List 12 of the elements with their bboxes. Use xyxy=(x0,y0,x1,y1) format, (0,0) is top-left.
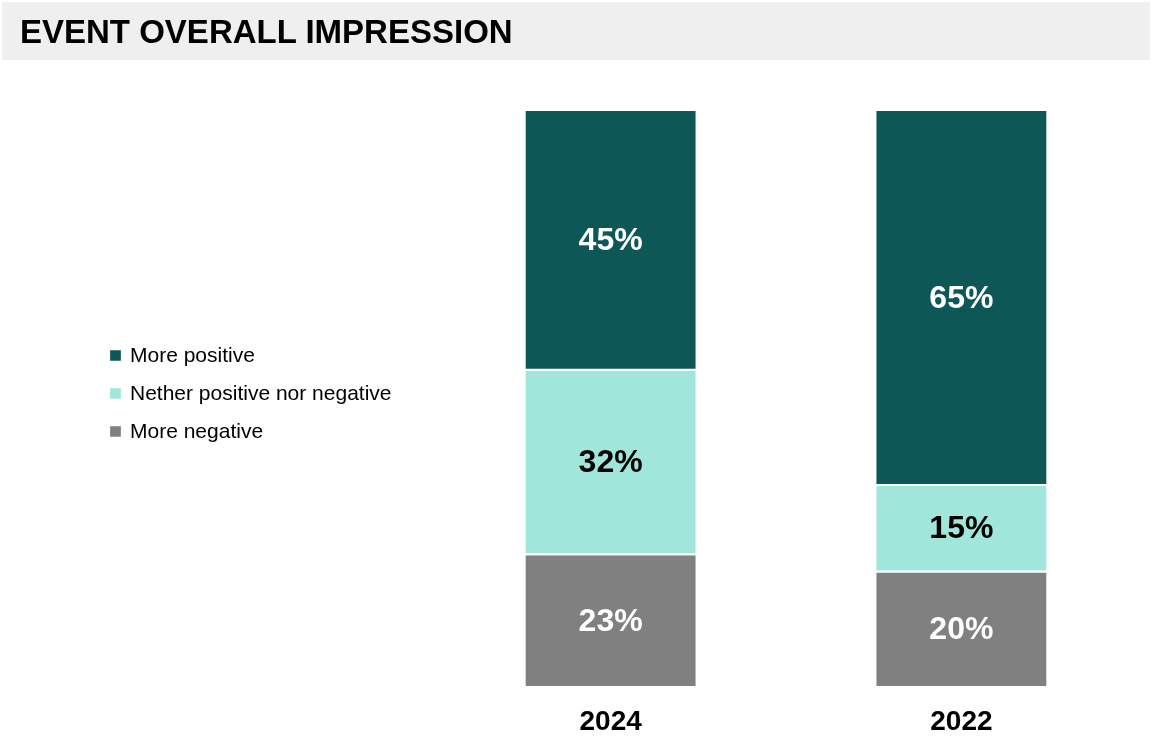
data-label: 20% xyxy=(929,610,994,647)
legend-label: More positive xyxy=(130,342,255,366)
data-label: 65% xyxy=(929,278,994,315)
legend-label: More negative xyxy=(130,418,264,442)
x-tick-label: 2024 xyxy=(579,705,643,736)
data-label: 15% xyxy=(929,509,994,546)
data-label: 32% xyxy=(578,442,643,479)
data-label: 23% xyxy=(578,601,643,638)
chart-title: EVENT OVERALL IMPRESSION xyxy=(20,13,513,50)
data-label: 45% xyxy=(578,220,643,257)
x-tick-label: 2022 xyxy=(930,705,993,736)
legend-label: Nether positive nor negative xyxy=(130,380,392,404)
